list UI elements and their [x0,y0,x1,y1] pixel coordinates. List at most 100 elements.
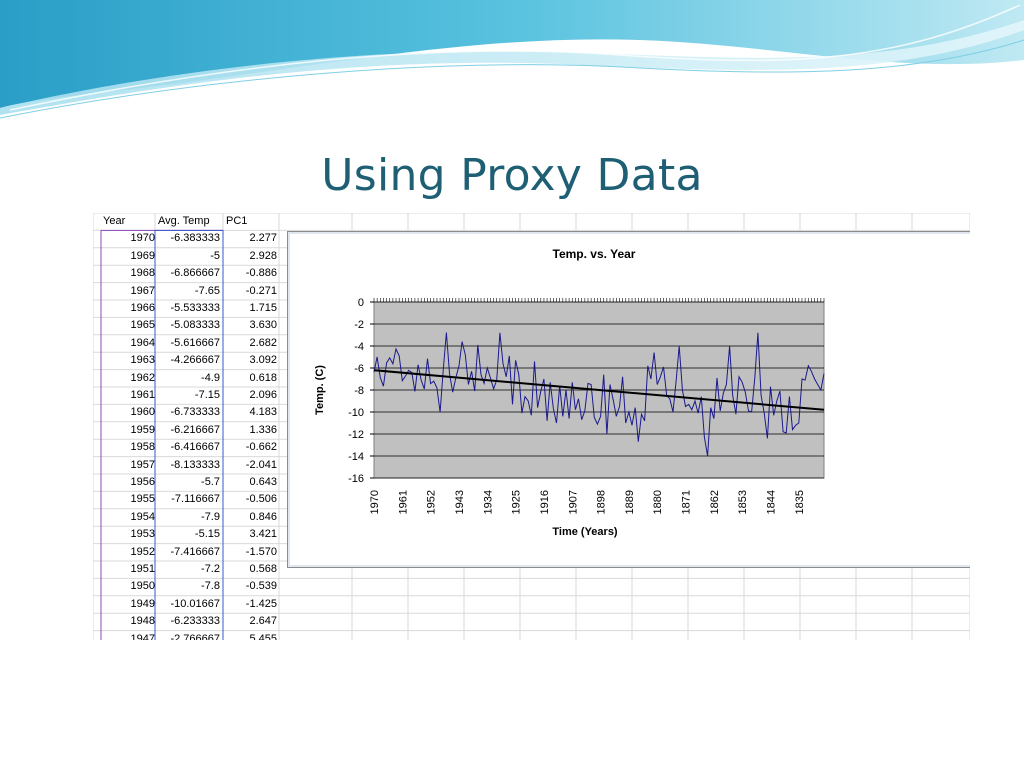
table-cell[interactable]: 2.277 [249,232,277,245]
table-cell[interactable]: 1950 [130,580,155,593]
table-cell[interactable]: -6.416667 [170,441,220,454]
table-cell[interactable]: -5 [210,249,220,262]
table-cell[interactable]: 1968 [130,267,155,280]
table-cell[interactable]: -0.506 [245,493,277,506]
table-cell[interactable]: 1966 [130,302,155,314]
table-cell[interactable]: 2.096 [249,389,277,401]
table-cell[interactable]: -5.083333 [170,319,220,332]
table-cell[interactable]: -7.9 [201,510,220,523]
spreadsheet[interactable]: Year Avg. Temp PC1 1970 -6.383333 2.277 1969 -5… [93,213,970,640]
x-tick-label: 1916 [539,490,551,514]
table-cell[interactable]: 1970 [130,232,155,245]
table-cell[interactable]: 3.092 [249,354,277,367]
table-cell[interactable]: 2.647 [249,615,277,628]
x-tick-label: 1925 [511,490,523,514]
table-cell[interactable]: 1962 [130,371,155,384]
trendline [373,369,825,411]
column-header[interactable]: Avg. Temp [158,215,210,227]
table-cell[interactable]: 1969 [130,249,155,262]
x-tick-label: 1961 [397,490,409,514]
x-tick-label: 1943 [454,490,466,514]
table-cell[interactable]: 1953 [130,528,155,541]
y-tick-label: -6 [354,363,364,375]
table-cell[interactable]: 1954 [130,510,155,523]
table-cell[interactable]: 1955 [130,493,155,506]
table-cell[interactable]: -6.233333 [170,615,220,628]
table-cell[interactable]: 1961 [130,389,155,401]
table-cell[interactable]: -2.766667 [170,632,220,640]
table-cell[interactable]: 1957 [130,458,155,471]
table-cell[interactable]: -5.616667 [170,336,220,349]
table-cell[interactable]: -0.886 [245,267,277,280]
chart-title: Temp. vs. Year [553,247,636,261]
table-cell[interactable]: 1965 [130,319,155,332]
series-line [373,332,825,457]
table-cell[interactable]: 0.618 [249,371,277,384]
table-cell[interactable]: -5.533333 [170,302,220,314]
table-cell[interactable]: -7.8 [201,580,220,593]
table-cell[interactable]: -8.133333 [170,458,220,471]
table-cell[interactable]: 1948 [130,615,155,628]
y-tick-label: 0 [358,297,364,309]
table-cell[interactable]: -2.041 [245,458,277,471]
table-cell[interactable]: 1964 [130,336,155,349]
y-tick-label: -16 [348,473,364,485]
table-cell[interactable]: 0.643 [249,476,277,488]
table-cell[interactable]: -0.662 [245,441,277,454]
table-cell[interactable]: 1956 [130,476,155,488]
table-cell[interactable]: 3.630 [249,319,277,332]
table-cell[interactable]: -5.15 [194,528,220,541]
table-cell[interactable]: -4.266667 [170,354,220,367]
table-cell[interactable]: 1963 [130,354,155,367]
table-cell[interactable]: -4.9 [201,371,220,384]
table-cell[interactable]: -6.383333 [170,232,220,245]
chart-area[interactable]: 0 -2 -4 -6 -8 -10 -12 -14 -16 1970 1961 1952 1943 193… [287,231,970,568]
table-cell[interactable]: 0.568 [249,563,277,575]
table-cell[interactable]: -6.733333 [170,406,220,419]
column-header[interactable]: Year [103,215,126,227]
table-cell[interactable]: 1959 [130,423,155,436]
table-cell[interactable]: 0.846 [249,510,277,523]
x-tick-label: 1952 [426,490,438,514]
table-cell[interactable]: -7.116667 [171,493,220,506]
table-cell[interactable]: 1.336 [249,423,277,436]
table-cell[interactable]: -5.7 [201,476,220,488]
table-cell[interactable]: -7.416667 [170,545,220,558]
table-cell[interactable]: -6.216667 [170,423,220,436]
x-tick-label: 1934 [482,490,494,514]
column-header[interactable]: PC1 [226,215,248,227]
x-tick-label: 1871 [681,490,693,514]
table-cell[interactable]: -1.570 [245,545,277,558]
y-tick-label: -12 [348,429,364,441]
table-cell[interactable]: 5.455 [249,632,277,640]
slide-title: Using Proxy Data [321,150,703,201]
y-tick-label: -14 [348,451,364,463]
table-cell[interactable]: 1952 [130,545,155,558]
table-cell[interactable]: 1967 [130,284,155,297]
table-cell[interactable]: -6.866667 [170,267,220,280]
table-cell[interactable]: 1947 [130,632,155,640]
table-cell[interactable]: 2.928 [249,249,277,262]
table-cell[interactable]: -0.271 [245,284,277,297]
table-cell[interactable]: 4.183 [249,406,277,419]
table-cell[interactable]: 1960 [130,406,155,419]
table-cell[interactable]: 1958 [130,441,155,454]
table-cell[interactable]: 3.421 [249,528,277,541]
x-axis-label: Time (Years) [552,526,618,538]
table-cell[interactable]: -10.01667 [170,597,220,610]
x-tick-label: 1889 [624,490,636,514]
x-tick-label: 1880 [652,490,664,514]
table-cell[interactable]: 1.715 [249,302,277,314]
table-cell[interactable]: -7.2 [201,563,220,575]
x-tick-label: 1898 [596,490,608,514]
x-tick-label: 1970 [369,490,381,514]
table-cell[interactable]: -7.15 [194,389,220,401]
table-cell[interactable]: -0.539 [245,580,277,593]
table-cell[interactable]: 1951 [130,563,155,575]
temp-vs-year-chart: 0 -2 -4 -6 -8 -10 -12 -14 -16 1970 1961 1952 1943 193… [314,247,825,538]
y-tick-label: -10 [348,407,364,419]
table-cell[interactable]: 2.682 [249,336,277,349]
table-cell[interactable]: 1949 [130,597,155,610]
table-cell[interactable]: -7.65 [194,284,220,297]
table-cell[interactable]: -1.425 [245,597,277,610]
